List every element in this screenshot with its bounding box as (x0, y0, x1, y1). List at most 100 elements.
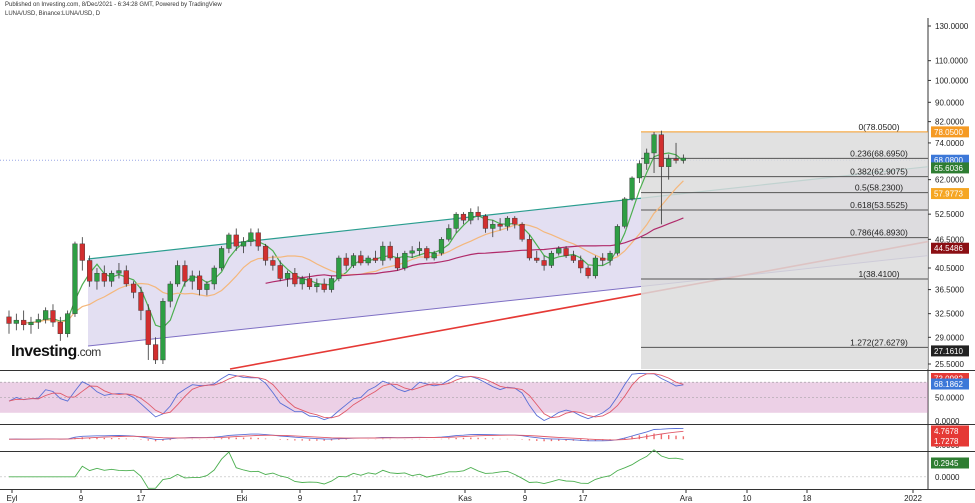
candle-body (600, 257, 606, 261)
candle-body (211, 267, 217, 285)
price-tag: 68.0800 (934, 156, 963, 165)
candle-body (350, 255, 357, 266)
macd-tag-bg (931, 435, 969, 447)
candle-body (636, 163, 642, 179)
x-axis-label: 17 (137, 494, 146, 503)
candle-body (482, 215, 489, 229)
candle-body (248, 232, 254, 242)
candle-body (328, 278, 335, 290)
candle-body (94, 272, 100, 282)
fib-label: 1(38.4100) (858, 269, 899, 279)
price-tag: 57.9773 (934, 190, 963, 199)
stoch-k-line (8, 372, 684, 422)
candle-body (387, 245, 393, 259)
fib-label: 0.5(58.2300) (855, 183, 903, 193)
candle-body (416, 248, 423, 252)
candle-body (680, 157, 686, 161)
candle-body (35, 319, 41, 323)
fib-label: 0.236(68.6950) (850, 148, 908, 158)
candle-body (468, 211, 474, 221)
stoch-tag-bg (931, 378, 969, 390)
price-tag-bg (931, 162, 969, 174)
indicator-axis-label: 0.0000 (935, 473, 960, 482)
macd-tag-bg (931, 425, 969, 437)
candle-body (123, 270, 129, 285)
candle-body (13, 319, 19, 324)
candle-body (299, 278, 305, 285)
candle-body (556, 248, 562, 254)
candle-body (526, 239, 533, 259)
price-tag-bg (931, 242, 969, 254)
candle-body (204, 283, 210, 290)
fib-label: 0(78.0500) (858, 122, 899, 132)
x-axis-label: Eki (236, 494, 247, 503)
fib-label: 0.618(53.5525) (850, 200, 908, 210)
candle-body (651, 134, 657, 154)
candle-body (314, 283, 320, 287)
price-tag-bg (931, 154, 969, 166)
price-axis-label: 74.0000 (935, 139, 964, 148)
candle-body (372, 257, 379, 261)
candle-body (6, 316, 12, 324)
candle-body (365, 257, 371, 264)
logo-suffix: .com (76, 345, 102, 359)
x-axis-label: Ara (680, 494, 693, 503)
macd-signal-line (9, 430, 684, 441)
price-axis-label: 46.5000 (935, 235, 964, 244)
published-line: Published on Investing.com, 8/Dec/2021 -… (5, 2, 222, 8)
price-tag: 44.5486 (934, 244, 963, 253)
candle-body (592, 257, 599, 277)
candle-body (116, 270, 122, 274)
candle-body (43, 310, 49, 320)
fib-box (641, 131, 928, 369)
candle-body (284, 272, 291, 279)
candle-body (658, 134, 664, 167)
symbol-line: LUNA/USD, Binance:LUNA/USD, D (5, 11, 101, 17)
stoch-d-line (8, 373, 684, 419)
candle-body (109, 272, 115, 282)
candle-body (629, 177, 635, 200)
candle-body (431, 252, 437, 259)
candle-body (570, 255, 577, 261)
x-axis-label: 17 (353, 494, 362, 503)
price-axis-label: 40.5000 (935, 264, 964, 273)
candle-body (255, 232, 261, 247)
candle-body (607, 252, 613, 261)
price-axis-label: 130.0000 (935, 22, 969, 31)
candle-body (160, 301, 166, 361)
candle-body (72, 243, 78, 314)
x-axis-label: 17 (579, 494, 588, 503)
x-axis-label: 9 (523, 494, 528, 503)
fib-label: 0.382(62.9075) (850, 167, 908, 177)
price-axis-label: 32.5000 (935, 310, 964, 319)
candle-body (475, 211, 481, 217)
candle-body (292, 272, 298, 285)
fib-label: 1.272(27.6279) (850, 337, 908, 347)
candle-body (240, 241, 247, 247)
stoch-axis-label: 50.0000 (935, 394, 964, 403)
candle-body (226, 234, 232, 249)
candle-body (336, 257, 342, 279)
candle-body (673, 158, 679, 161)
candle-body (167, 283, 173, 302)
fib-label: 0.786(46.8930) (850, 228, 908, 238)
candle-body (578, 260, 584, 269)
candle-body (622, 198, 628, 227)
candle-body (358, 255, 364, 264)
candle-body (585, 267, 591, 277)
candle-body (614, 226, 620, 254)
candle-body (270, 260, 276, 266)
candle-body (446, 228, 452, 240)
candle-body (394, 257, 401, 269)
candle-body (182, 265, 188, 282)
candle-body (101, 272, 107, 282)
candle-body (409, 250, 415, 254)
x-axis-label: Kas (458, 494, 472, 503)
candle-body (233, 234, 239, 247)
candle-body (424, 248, 430, 259)
x-axis-label: 18 (803, 494, 812, 503)
price-tag: 78.0500 (934, 128, 963, 137)
macd-tag: 4.7678 (934, 427, 959, 436)
candle-body (644, 152, 650, 164)
